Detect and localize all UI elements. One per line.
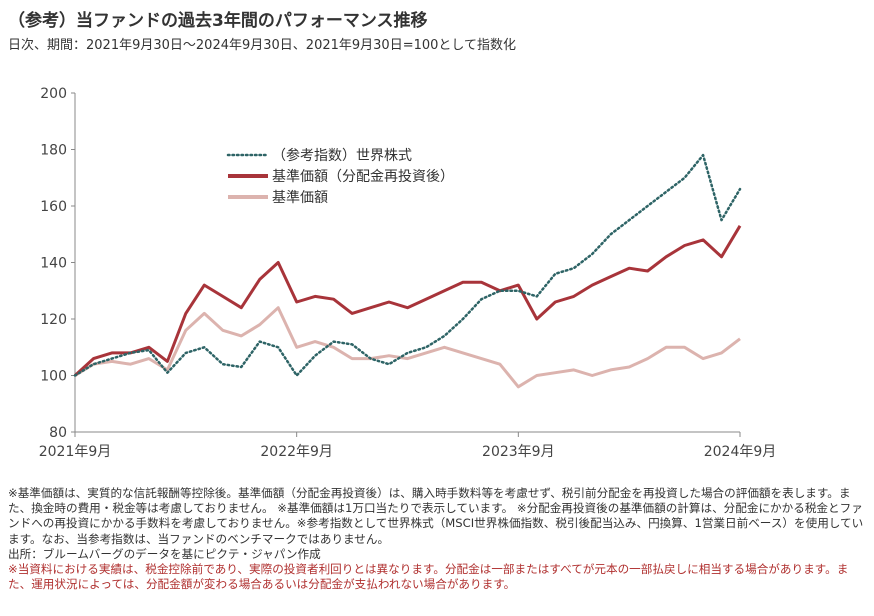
y-tick-label: 120	[40, 312, 67, 328]
series-line-1	[73, 225, 742, 377]
x-tick-label: 2022年9月	[260, 444, 333, 460]
y-tick-label: 100	[40, 369, 67, 385]
chart-title: （参考）当ファンドの過去3年間のパフォーマンス推移	[8, 11, 428, 31]
x-tick-label: 2023年9月	[482, 444, 555, 460]
series-line-2	[74, 306, 741, 389]
note-source: 出所：ブルームバーグのデータを基にピクテ・ジャパン作成	[8, 546, 321, 561]
note-disclaimer: ※基準価額は、実質的な信託報酬等控除後。基準価額（分配金再投資後）は、購入時手数…	[8, 486, 864, 546]
y-tick-label: 80	[49, 425, 67, 441]
chart-subtitle: 日次、期間：2021年9月30日～2024年9月30日、2021年9月30日=1…	[8, 38, 517, 53]
y-tick-label: 160	[40, 199, 67, 215]
y-tick-label: 200	[40, 86, 67, 102]
footnotes: ※基準価額は、実質的な信託報酬等控除後。基準価額（分配金再投資後）は、購入時手数…	[8, 486, 870, 592]
y-tick-label: 140	[40, 256, 67, 272]
note-warning: ※当資料における実績は、税金控除前であり、実際の投資者利回りとは異なります。分配…	[8, 562, 849, 592]
y-tick-label: 180	[40, 143, 67, 159]
legend-label: （参考指数）世界株式	[272, 147, 412, 164]
x-tick-label: 2024年9月	[704, 444, 777, 460]
performance-chart: 80 100 120 140 160 180 200 2021年9月 2022年9月 2023年9…	[39, 86, 777, 460]
x-tick-label: 2021年9月	[39, 444, 112, 460]
legend-label: 基準価額（分配金再投資後）	[272, 168, 454, 185]
legend-label: 基準価額	[272, 189, 328, 206]
series-line-0	[73, 153, 742, 377]
